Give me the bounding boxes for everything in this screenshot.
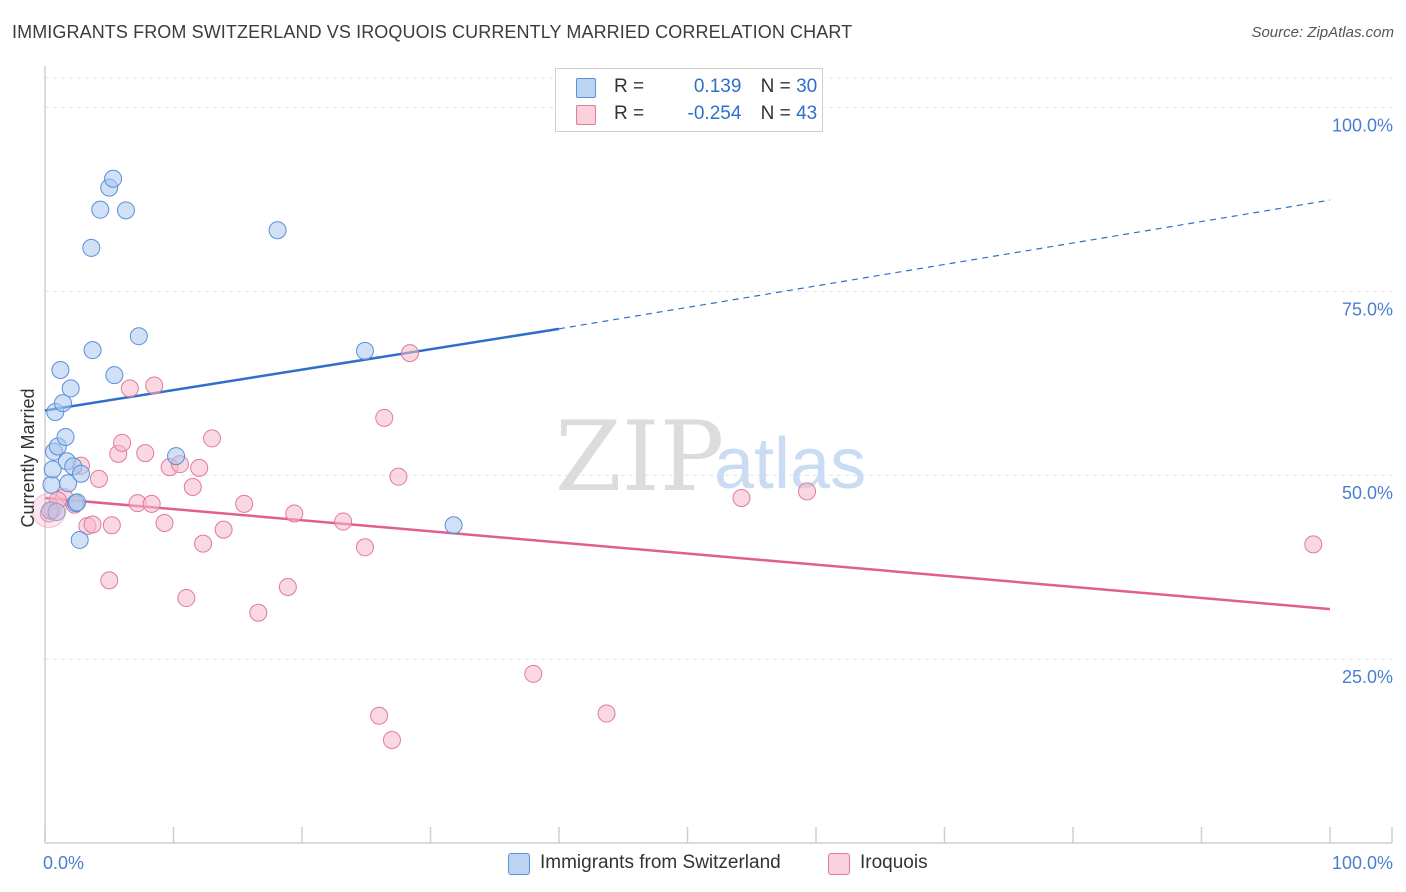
data-point-switzerland: [105, 366, 124, 385]
data-point-iroquois: [102, 516, 121, 535]
data-point-switzerland: [71, 464, 90, 483]
chart-title: IMMIGRANTS FROM SWITZERLAND VS IROQUOIS …: [12, 22, 853, 42]
r-label: R =: [614, 76, 645, 97]
data-point-iroquois: [136, 444, 155, 463]
data-point-iroquois: [203, 429, 222, 448]
legend-swatch-iroquois: [828, 853, 850, 875]
data-point-switzerland: [61, 379, 80, 398]
data-point-iroquois: [89, 469, 108, 488]
data-point-iroquois: [382, 731, 401, 750]
data-point-iroquois: [798, 482, 817, 501]
x-tick-labels: 0.0% 100.0%: [43, 853, 1393, 873]
n-label: N =: [760, 103, 791, 124]
data-point-iroquois: [524, 664, 543, 683]
data-point-switzerland: [70, 530, 89, 549]
data-point-iroquois: [235, 494, 254, 513]
data-point-iroquois: [113, 433, 132, 452]
r-value: -0.254: [687, 103, 742, 124]
watermark-zip: ZIP: [555, 401, 724, 513]
data-point-iroquois: [375, 408, 394, 427]
data-point-switzerland: [53, 394, 72, 413]
data-point-switzerland: [59, 474, 78, 493]
trend-line-extension: [558, 199, 1331, 330]
data-point-iroquois: [355, 538, 374, 557]
data-point-switzerland: [444, 516, 463, 535]
data-point-cluster: [31, 493, 67, 529]
data-point-switzerland: [47, 502, 66, 521]
r-label: R =: [614, 103, 645, 124]
data-point-iroquois: [183, 477, 202, 496]
data-point-iroquois: [100, 571, 119, 590]
y-tick-label: 75.0%: [1342, 299, 1393, 319]
y-tick-labels: 25.0% 50.0% 75.0% 100.0%: [1332, 115, 1393, 687]
data-point-switzerland: [83, 341, 102, 360]
data-points: [31, 169, 1323, 750]
data-point-iroquois: [177, 589, 196, 608]
source-label: Source: ZipAtlas.com: [1251, 24, 1394, 41]
data-point-iroquois: [214, 520, 233, 539]
y-tick-label: 50.0%: [1342, 483, 1393, 503]
data-point-switzerland: [82, 238, 101, 257]
data-point-switzerland: [91, 200, 110, 219]
correlation-legend: R = 0.139 N = 30 R = -0.254 N = 43: [555, 68, 823, 132]
y-tick-label: 100.0%: [1332, 115, 1393, 135]
data-point-iroquois: [142, 494, 161, 513]
data-point-switzerland: [56, 427, 75, 446]
y-tick-label: 25.0%: [1342, 667, 1393, 687]
legend-swatch-iroquois: [576, 105, 596, 125]
data-point-iroquois: [400, 344, 419, 363]
data-point-switzerland: [43, 460, 62, 479]
data-point-iroquois: [278, 578, 297, 597]
data-point-switzerland: [68, 493, 87, 512]
trend-line-switzerland: [44, 327, 560, 412]
data-point-iroquois: [145, 376, 164, 395]
r-value: 0.139: [693, 76, 742, 97]
data-point-switzerland: [116, 201, 135, 220]
axes: [44, 66, 1393, 844]
data-point-iroquois: [83, 515, 102, 534]
data-point-iroquois: [249, 603, 268, 622]
watermark: ZIP atlas: [555, 401, 866, 513]
data-point-switzerland: [104, 169, 123, 188]
data-point-switzerland: [167, 447, 186, 466]
data-point-iroquois: [120, 379, 139, 398]
x-tick-label: 0.0%: [43, 853, 84, 873]
data-point-switzerland: [268, 221, 287, 240]
data-point-iroquois: [732, 489, 751, 508]
grid-lines: [45, 77, 1392, 660]
x-tick-label: 100.0%: [1332, 853, 1393, 873]
legend-swatch-switzerland: [576, 78, 596, 98]
data-point-iroquois: [334, 512, 353, 531]
n-value: 43: [796, 103, 818, 124]
legend-label-iroquois: Iroquois: [860, 852, 928, 873]
data-point-iroquois: [389, 467, 408, 486]
n-value: 30: [796, 76, 818, 97]
data-point-iroquois: [194, 534, 213, 553]
data-point-iroquois: [1304, 535, 1323, 554]
data-point-switzerland: [42, 475, 61, 494]
data-point-switzerland: [129, 327, 148, 346]
data-point-iroquois: [285, 504, 304, 523]
trend-line-iroquois: [44, 496, 1331, 611]
data-point-switzerland: [51, 361, 70, 380]
data-point-iroquois: [155, 514, 174, 533]
y-axis-label: Currently Married: [18, 388, 38, 527]
n-label: N =: [760, 76, 791, 97]
data-point-iroquois: [370, 706, 389, 725]
data-point-iroquois: [597, 704, 616, 723]
data-point-iroquois: [190, 458, 209, 477]
legend-swatch-switzerland: [508, 853, 530, 875]
data-point-switzerland: [355, 341, 374, 360]
legend-label-switzerland: Immigrants from Switzerland: [540, 852, 781, 873]
